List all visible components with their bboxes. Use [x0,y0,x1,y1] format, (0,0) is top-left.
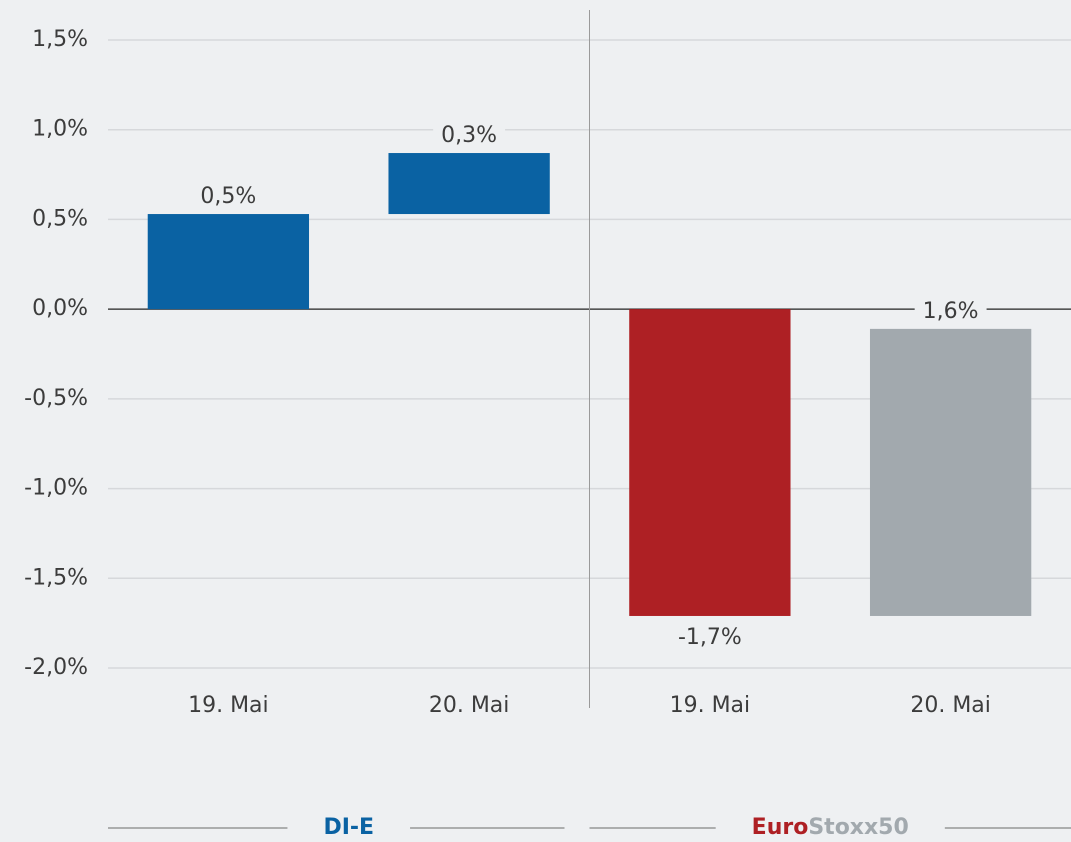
value-label: 1,6% [923,299,979,324]
y-tick-label: -0,5% [24,386,88,411]
bar [869,328,1032,616]
y-tick-label: 1,0% [32,117,88,142]
y-tick-label: 1,5% [32,27,88,52]
x-tick-label: 19. Mai [188,693,269,718]
group-label-part: Euro [752,815,809,840]
y-tick-label: 0,0% [32,296,88,321]
group-label: EuroStoxx50 [752,815,909,840]
x-tick-label: 20. Mai [429,693,510,718]
value-label-bg [669,624,750,650]
bar [388,153,550,215]
value-label-bg [433,123,506,149]
y-tick-label: -1,5% [24,565,88,590]
value-label-bg [914,298,987,324]
value-label: 0,5% [200,184,256,209]
value-label: -1,7% [678,625,742,650]
x-tick-label: 20. Mai [910,693,991,718]
group-label-part: DI-E [323,815,374,840]
bar [147,214,310,310]
x-tick-label: 19. Mai [670,693,751,718]
value-label-bg [192,184,265,210]
y-tick-label: 0,5% [32,206,88,231]
bar [629,309,791,616]
group-label-part: Stoxx50 [808,815,908,840]
value-label: 0,3% [441,123,497,148]
y-tick-label: -2,0% [24,655,88,680]
y-tick-label: -1,0% [24,476,88,501]
group-label: DI-E [323,815,374,840]
